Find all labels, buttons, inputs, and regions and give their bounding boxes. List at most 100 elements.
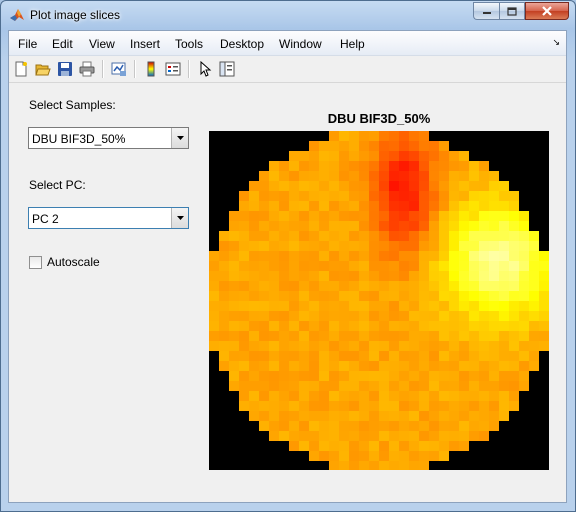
heatmap-cell [509, 361, 519, 371]
heatmap-cell [439, 371, 449, 381]
heatmap-cell [299, 351, 309, 361]
heatmap-cell [229, 231, 239, 241]
heatmap-cell [409, 321, 419, 331]
heatmap-cell [439, 161, 449, 171]
heatmap-cell [419, 361, 429, 371]
heatmap-cell [249, 181, 259, 191]
menu-file[interactable]: File [18, 37, 38, 51]
menu-edit[interactable]: Edit [52, 37, 73, 51]
menu-desktop[interactable]: Desktop [220, 37, 265, 51]
heatmap-cell [409, 391, 419, 401]
print-button[interactable] [77, 59, 97, 79]
heatmap-cell [379, 431, 389, 441]
heatmap-cell [349, 141, 359, 151]
maximize-button[interactable] [499, 2, 525, 20]
heatmap-cell [219, 291, 229, 301]
heatmap-cell [319, 391, 329, 401]
heatmap-cell [479, 171, 489, 181]
heatmap-cell [209, 261, 219, 271]
close-button[interactable] [525, 2, 569, 20]
heatmap-cell [339, 441, 349, 451]
heatmap-cell [319, 231, 329, 241]
heatmap-cell [389, 341, 399, 351]
heatmap-cell [279, 281, 289, 291]
heatmap-cell [399, 191, 409, 201]
menu-view[interactable]: View [89, 37, 115, 51]
samples-dropdown[interactable]: DBU BIF3D_50% [28, 127, 189, 149]
heatmap-cell [429, 211, 439, 221]
image-slice-heatmap[interactable] [209, 131, 549, 470]
heatmap-cell [449, 371, 459, 381]
heatmap-cell [319, 291, 329, 301]
heatmap-cell [239, 301, 249, 311]
select-pc-label: Select PC: [29, 178, 86, 192]
heatmap-cell [439, 361, 449, 371]
heatmap-cell [289, 361, 299, 371]
heatmap-cell [479, 351, 489, 361]
heatmap-cell [389, 351, 399, 361]
heatmap-cell [329, 191, 339, 201]
heatmap-cell [299, 261, 309, 271]
heatmap-cell [399, 461, 409, 470]
heatmap-cell [339, 131, 349, 141]
heatmap-cell [469, 211, 479, 221]
heatmap-cell [259, 281, 269, 291]
minimize-button[interactable] [473, 2, 499, 20]
menu-tools[interactable]: Tools [175, 37, 204, 51]
heatmap-cell [429, 441, 439, 451]
heatmap-cell [239, 241, 249, 251]
heatmap-cell [489, 411, 499, 421]
heatmap-cell [349, 401, 359, 411]
heatmap-cell [439, 401, 449, 411]
heatmap-cell [319, 411, 329, 421]
dock-figure-icon[interactable]: ↘ [552, 37, 560, 47]
heatmap-cell [449, 401, 459, 411]
heatmap-cell [379, 351, 389, 361]
heatmap-cell [269, 271, 279, 281]
heatmap-cell [379, 311, 389, 321]
property-editor-button[interactable] [217, 59, 237, 79]
heatmap-cell [399, 451, 409, 461]
legend-button[interactable] [163, 59, 183, 79]
edit-plot-button[interactable] [195, 59, 215, 79]
link-plot-button[interactable] [109, 59, 129, 79]
open-button[interactable] [33, 59, 53, 79]
heatmap-cell [409, 421, 419, 431]
heatmap-cell [369, 391, 379, 401]
heatmap-cell [249, 271, 259, 281]
heatmap-cell [389, 291, 399, 301]
heatmap-cell [449, 351, 459, 361]
colorbar-button[interactable] [141, 59, 161, 79]
heatmap-cell [289, 421, 299, 431]
heatmap-cell [429, 251, 439, 261]
chevron-down-icon[interactable] [171, 208, 188, 228]
heatmap-cell [409, 441, 419, 451]
title-bar[interactable]: Plot image slices [1, 1, 575, 29]
heatmap-cell [359, 401, 369, 411]
heatmap-cell [329, 201, 339, 211]
save-button[interactable] [55, 59, 75, 79]
heatmap-cell [249, 411, 259, 421]
autoscale-label[interactable]: Autoscale [47, 255, 100, 269]
menu-insert[interactable]: Insert [130, 37, 161, 51]
new-figure-button[interactable] [11, 59, 31, 79]
heatmap-cell [269, 401, 279, 411]
heatmap-cell [219, 361, 229, 371]
autoscale-checkbox[interactable] [29, 256, 42, 269]
menu-window[interactable]: Window [279, 37, 322, 51]
pc-dropdown[interactable]: PC 2 [28, 207, 189, 229]
heatmap-cell [289, 411, 299, 421]
menu-help[interactable]: Help [340, 37, 365, 51]
heatmap-cell [439, 251, 449, 261]
heatmap-cell [339, 341, 349, 351]
heatmap-cell [359, 361, 369, 371]
heatmap-cell [479, 261, 489, 271]
heatmap-cell [479, 301, 489, 311]
heatmap-cell [489, 221, 499, 231]
heatmap-cell [439, 411, 449, 421]
heatmap-cell [319, 381, 329, 391]
chevron-down-icon[interactable] [171, 128, 188, 148]
heatmap-cell [359, 151, 369, 161]
heatmap-cell [279, 391, 289, 401]
heatmap-cell [299, 331, 309, 341]
